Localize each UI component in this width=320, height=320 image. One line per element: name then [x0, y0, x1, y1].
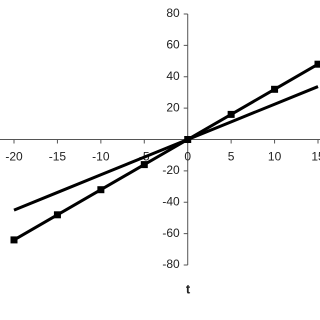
series-line — [13, 62, 319, 242]
data-point — [314, 60, 320, 68]
y-tick-label: 60 — [166, 38, 180, 52]
x-tick-label: 0 — [184, 150, 191, 164]
x-tick-label: 15 — [311, 150, 320, 164]
data-point — [227, 110, 235, 118]
x-tick-label: 5 — [228, 150, 235, 164]
data-point — [97, 186, 105, 194]
y-tick-label: -20 — [162, 163, 180, 177]
x-tick-label: -15 — [49, 150, 67, 164]
data-point — [53, 211, 61, 219]
data-point — [10, 236, 18, 244]
y-tick-label: -40 — [162, 194, 180, 208]
data-point — [140, 161, 148, 169]
y-tick-label: -80 — [162, 257, 180, 271]
series-line — [13, 85, 319, 212]
y-tick-label: 80 — [166, 6, 180, 20]
x-tick-label: -10 — [92, 150, 110, 164]
y-tick-label: 40 — [166, 69, 180, 83]
y-tick-label: -60 — [162, 226, 180, 240]
y-tick-label: 20 — [166, 100, 180, 114]
x-tick-label: -20 — [5, 150, 23, 164]
x-tick-label: 10 — [268, 150, 282, 164]
data-point — [271, 85, 279, 93]
x-axis-label: t — [186, 281, 191, 296]
